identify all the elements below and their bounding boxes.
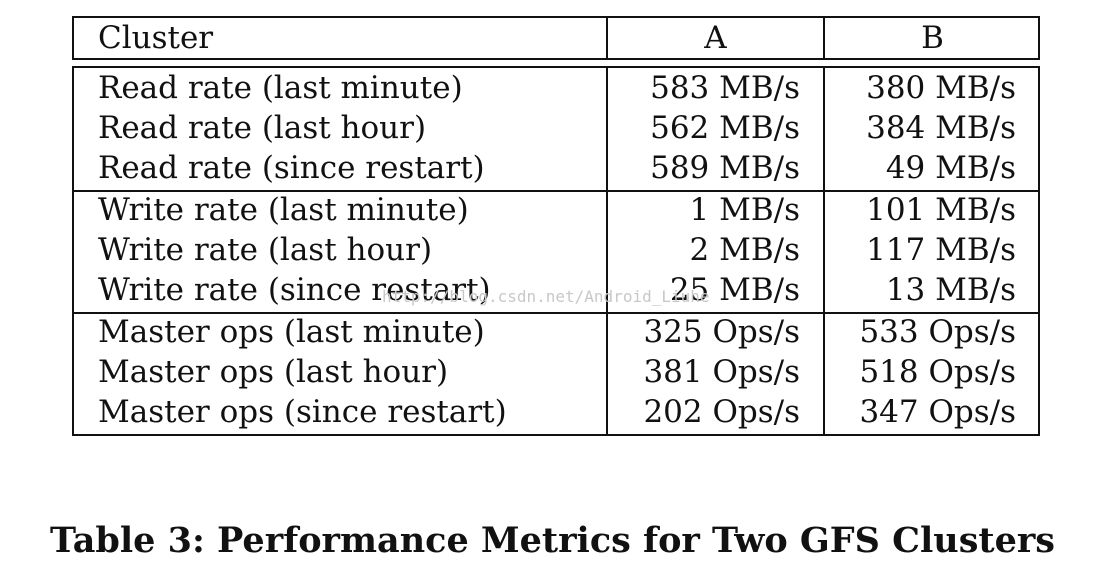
group-divider <box>74 190 1038 192</box>
column-divider-b <box>823 68 825 434</box>
row-label: Master ops (last minute) <box>98 314 485 350</box>
header-column-a: A <box>704 20 727 56</box>
cell-a: 381 Ops/s <box>643 354 800 390</box>
cell-b: 101 MB/s <box>866 192 1016 228</box>
cell-b: 384 MB/s <box>866 110 1016 146</box>
row-label: Read rate (last minute) <box>98 70 463 106</box>
row-label: Write rate (last minute) <box>98 192 469 228</box>
row-label: Read rate (since restart) <box>98 150 485 186</box>
cell-a: 589 MB/s <box>650 150 800 186</box>
cell-b: 49 MB/s <box>885 150 1016 186</box>
cell-b: 533 Ops/s <box>859 314 1016 350</box>
table-header: Cluster A B <box>72 16 1040 60</box>
column-divider-a <box>606 18 608 58</box>
column-divider-b <box>823 18 825 58</box>
watermark-text: http://blog.csdn.net/Android_Liuhe <box>382 287 710 306</box>
cell-b: 13 MB/s <box>885 272 1016 308</box>
cell-a: 325 Ops/s <box>643 314 800 350</box>
table-body: Read rate (last minute) 583 MB/s 380 MB/… <box>72 66 1040 436</box>
row-label: Write rate (last hour) <box>98 232 433 268</box>
cell-a: 562 MB/s <box>650 110 800 146</box>
row-label: Write rate (since restart) <box>98 272 491 308</box>
column-divider-a <box>606 68 608 434</box>
group-divider <box>74 312 1038 314</box>
cell-a: 25 MB/s <box>669 272 800 308</box>
cell-a: 2 MB/s <box>689 232 800 268</box>
cell-a: 583 MB/s <box>650 70 800 106</box>
row-label: Master ops (last hour) <box>98 354 449 390</box>
table-caption: Table 3: Performance Metrics for Two GFS… <box>50 520 1055 561</box>
cell-b: 380 MB/s <box>866 70 1016 106</box>
row-label: Master ops (since restart) <box>98 394 507 430</box>
cell-a: 1 MB/s <box>689 192 800 228</box>
header-column-b: B <box>921 20 944 56</box>
cell-b: 117 MB/s <box>866 232 1016 268</box>
cell-a: 202 Ops/s <box>643 394 800 430</box>
cell-b: 518 Ops/s <box>859 354 1016 390</box>
cell-b: 347 Ops/s <box>859 394 1016 430</box>
header-cluster-label: Cluster <box>98 20 214 56</box>
row-label: Read rate (last hour) <box>98 110 427 146</box>
